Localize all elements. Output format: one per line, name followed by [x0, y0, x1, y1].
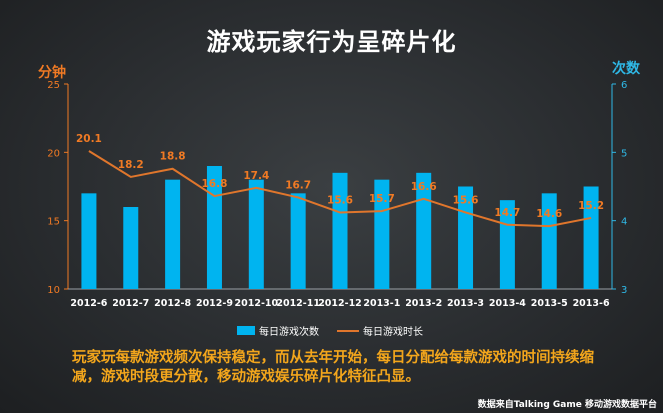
line-data-label: 17.4 [243, 170, 269, 182]
x-tick-label: 2013-1 [363, 298, 400, 309]
right-axis-title: 次数 [612, 61, 640, 77]
x-tick-label: 2012-12 [318, 298, 362, 309]
slide-title: 游戏玩家行为呈碎片化 [206, 28, 457, 56]
left-tick-label: 20 [47, 148, 60, 159]
chart-legend: 每日游戏次数 每日游戏时长 [0, 323, 663, 339]
line-data-label: 15.7 [369, 193, 395, 205]
line-data-label: 18.8 [160, 151, 186, 163]
x-tick-label: 2013-5 [531, 298, 568, 309]
bar-2013-1 [374, 179, 390, 289]
bar-2013-6 [583, 186, 599, 289]
x-tick-label: 2013-2 [405, 298, 442, 309]
left-tick-label: 25 [47, 80, 60, 91]
left-axis-title: 分钟 [38, 65, 66, 81]
right-tick-label: 5 [621, 148, 627, 159]
bar-2013-2 [416, 172, 432, 289]
bar-2012-12 [332, 172, 348, 289]
x-tick-label: 2012-9 [196, 298, 233, 309]
bar-2013-5 [541, 193, 557, 289]
right-tick-label: 3 [621, 285, 627, 296]
line-data-label: 15.6 [453, 194, 479, 206]
line-data-label: 15.2 [578, 200, 604, 212]
x-tick-label: 2013-4 [489, 298, 526, 309]
source-note: 数据来自Talking Game 移动游戏数据平台 [477, 400, 657, 410]
bar-2012-10 [248, 179, 264, 289]
bar-2012-7 [123, 207, 139, 289]
legend-bar-swatch [237, 326, 255, 335]
legend-item-line: 每日游戏时长 [337, 323, 423, 338]
x-tick-label: 2013-3 [447, 298, 484, 309]
line-data-label: 20.1 [76, 133, 102, 145]
legend-bar-label: 每日游戏次数 [259, 327, 319, 338]
legend-line-label: 每日游戏时长 [363, 327, 423, 338]
legend-item-bar: 每日游戏次数 [237, 323, 319, 338]
bar-2012-9 [206, 166, 222, 289]
bar-2012-11 [290, 193, 306, 289]
right-tick-label: 6 [621, 80, 627, 91]
line-data-label: 15.6 [327, 194, 353, 206]
line-data-label: 18.2 [118, 159, 144, 171]
right-tick-label: 4 [621, 217, 627, 228]
bar-2012-6 [81, 193, 97, 289]
x-tick-label: 2013-6 [573, 298, 610, 309]
line-data-label: 16.8 [202, 178, 228, 190]
x-tick-label: 2012-8 [154, 298, 191, 309]
left-tick-label: 10 [47, 285, 60, 296]
legend-line-swatch [337, 329, 359, 332]
line-data-label: 16.6 [411, 181, 437, 193]
line-series-daily-duration [88, 150, 592, 228]
summary-text: 玩家玩每款游戏频次保持稳定，而从去年开始，每日分配给每款游戏的时间持续缩减，游戏… [72, 350, 594, 385]
line-data-label: 14.7 [494, 207, 520, 219]
x-tick-label: 2012-11 [276, 298, 320, 309]
x-tick-label: 2012-7 [112, 298, 149, 309]
line-data-label: 14.6 [536, 208, 562, 220]
bar-2013-4 [499, 200, 515, 289]
x-tick-label: 2012-10 [235, 298, 279, 309]
left-tick-label: 15 [47, 217, 60, 228]
line-data-label: 16.7 [285, 179, 311, 191]
bar-2012-8 [165, 179, 181, 289]
x-tick-label: 2012-6 [70, 298, 107, 309]
